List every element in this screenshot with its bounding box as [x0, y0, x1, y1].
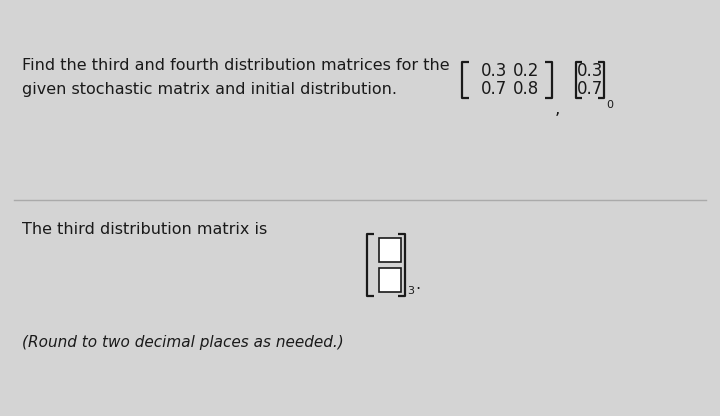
- Text: 0.2: 0.2: [513, 62, 539, 80]
- Text: 0.3: 0.3: [577, 62, 603, 80]
- Text: given stochastic matrix and initial distribution.: given stochastic matrix and initial dist…: [22, 82, 397, 97]
- Text: 3: 3: [407, 286, 414, 296]
- Text: (Round to two decimal places as needed.): (Round to two decimal places as needed.): [22, 335, 343, 350]
- Text: Find the third and fourth distribution matrices for the: Find the third and fourth distribution m…: [22, 58, 449, 73]
- Text: 0.7: 0.7: [577, 80, 603, 98]
- Text: 0.3: 0.3: [481, 62, 507, 80]
- Bar: [379, 268, 401, 292]
- Text: The third distribution matrix is: The third distribution matrix is: [22, 222, 267, 237]
- Bar: [379, 238, 401, 262]
- Text: 0.7: 0.7: [481, 80, 507, 98]
- Text: ,: ,: [555, 100, 560, 118]
- Text: 0: 0: [606, 100, 613, 110]
- Text: .: .: [415, 277, 420, 292]
- Text: 0.8: 0.8: [513, 80, 539, 98]
